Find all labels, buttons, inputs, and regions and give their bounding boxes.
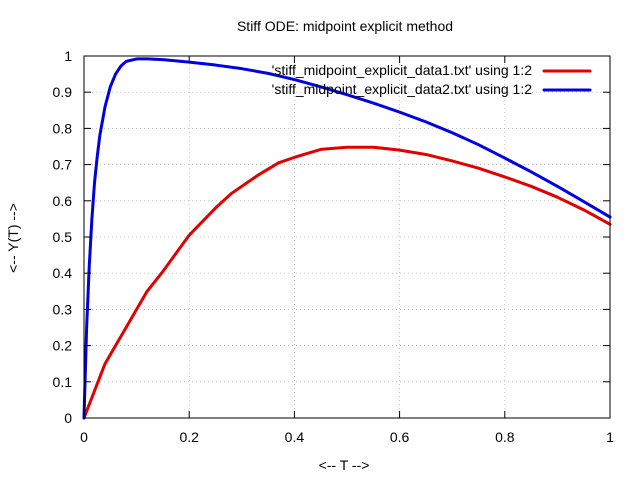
legend-label-series-2: 'stiff_midpoint_explicit_data2.txt' usin… (272, 81, 533, 97)
y-tick-label: 1 (64, 48, 72, 64)
y-axis-label: <-- Y(T) --> (5, 203, 21, 273)
chart-title: Stiff ODE: midpoint explicit method (237, 18, 453, 34)
x-tick-label: 0.6 (390, 429, 410, 445)
y-tick-label: 0.1 (53, 374, 73, 390)
y-tick-label: 0.3 (53, 301, 73, 317)
y-tick-label: 0 (64, 410, 72, 426)
x-tick-label: 0.4 (285, 429, 305, 445)
y-tick-label: 0.8 (53, 120, 73, 136)
x-tick-label: 0.8 (495, 429, 515, 445)
x-tick-label: 0.2 (179, 429, 199, 445)
x-tick-label: 0 (80, 429, 88, 445)
y-tick-label: 0.7 (53, 157, 73, 173)
y-tick-label: 0.5 (53, 229, 73, 245)
y-tick-label: 0.6 (53, 193, 73, 209)
series-line-1 (82, 145, 612, 420)
y-tick-label: 0.4 (53, 265, 73, 281)
x-tick-label: 1 (606, 429, 614, 445)
y-tick-label: 0.2 (53, 338, 73, 354)
axis-ticks (83, 55, 611, 419)
legend-label-series-1: 'stiff_midpoint_explicit_data1.txt' usin… (272, 62, 533, 78)
y-tick-label: 0.9 (53, 84, 73, 100)
legend: 'stiff_midpoint_explicit_data1.txt' usin… (272, 62, 592, 97)
x-tick-labels: 0 0.2 0.4 0.6 0.8 1 (80, 429, 614, 445)
x-axis-label: <-- T --> (319, 457, 370, 473)
y-tick-labels: 0 0.1 0.2 0.3 0.4 0.5 0.6 0.7 0.8 0.9 1 (53, 48, 73, 426)
